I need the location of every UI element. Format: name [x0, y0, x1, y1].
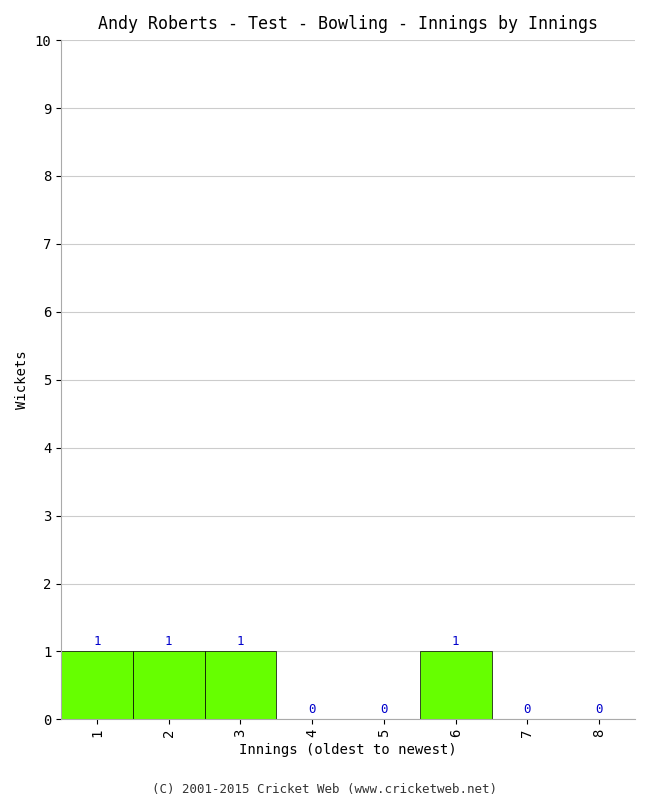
Text: 1: 1 — [165, 635, 172, 648]
Bar — [61, 651, 133, 719]
Bar — [205, 651, 276, 719]
Text: 0: 0 — [308, 703, 316, 716]
Title: Andy Roberts - Test - Bowling - Innings by Innings: Andy Roberts - Test - Bowling - Innings … — [98, 15, 598, 33]
Text: 1: 1 — [237, 635, 244, 648]
Y-axis label: Wickets: Wickets — [15, 350, 29, 409]
Text: 1: 1 — [452, 635, 460, 648]
Bar — [133, 651, 205, 719]
Bar — [420, 651, 491, 719]
Text: 0: 0 — [595, 703, 603, 716]
Text: (C) 2001-2015 Cricket Web (www.cricketweb.net): (C) 2001-2015 Cricket Web (www.cricketwe… — [153, 783, 497, 796]
Text: 0: 0 — [380, 703, 387, 716]
Text: 1: 1 — [93, 635, 101, 648]
Text: 0: 0 — [524, 703, 531, 716]
X-axis label: Innings (oldest to newest): Innings (oldest to newest) — [239, 743, 457, 757]
